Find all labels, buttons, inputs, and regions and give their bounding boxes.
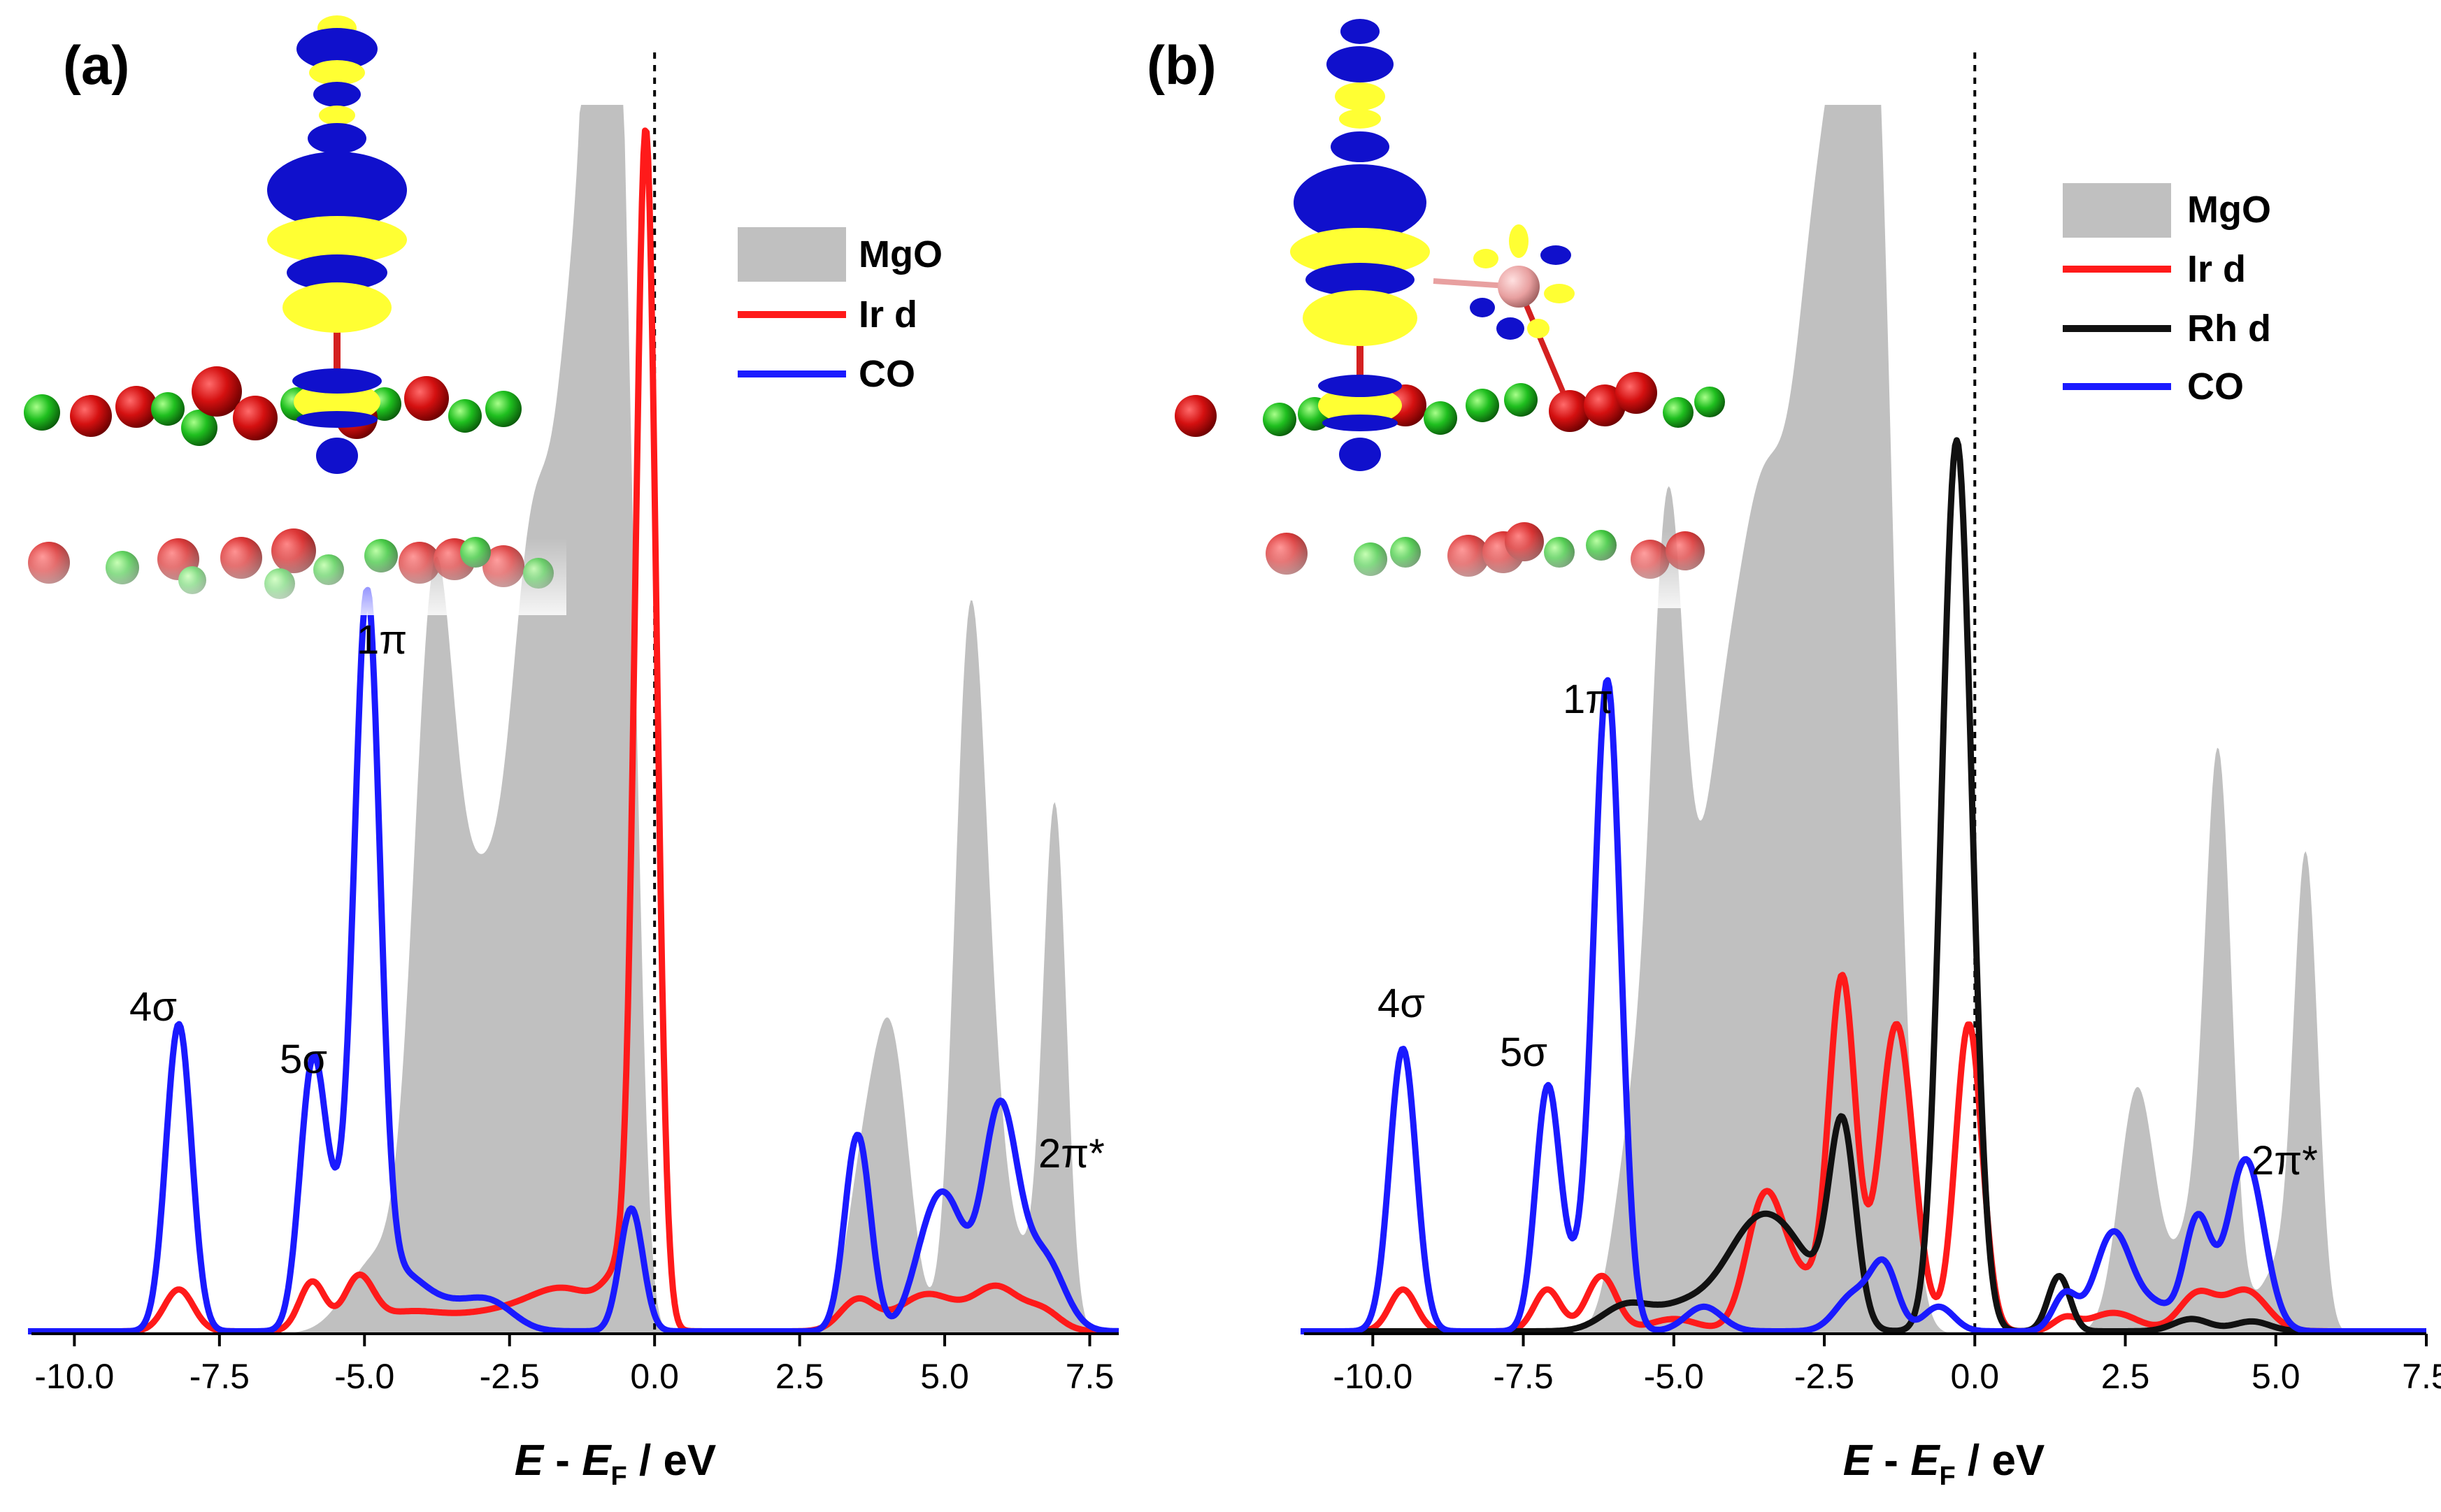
legend-label-ir-d-b: Ir d	[2187, 248, 2246, 290]
x-tick-label: 2.5	[775, 1357, 824, 1396]
annotation-2pistar-b: 2π*	[2252, 1138, 2318, 1183]
x-tick-label: 5.0	[920, 1357, 969, 1396]
annotation-1pi-b: 1π	[1563, 677, 1613, 722]
legend-swatch-mgo-b	[2063, 183, 2171, 238]
annotation-2pistar-a: 2π*	[1038, 1131, 1105, 1176]
legend-swatch-mgo-a	[738, 227, 846, 282]
x-ticks-b: -10.0 -7.5 -5.0 -2.5 0.0 2.5 5.0 7.5	[1333, 1334, 2441, 1396]
x-tick-label: -2.5	[480, 1357, 540, 1396]
legend-label-mgo-a: MgO	[859, 233, 943, 275]
legend-label-rh-d-b: Rh d	[2187, 308, 2271, 350]
x-tick-label: -10.0	[34, 1357, 114, 1396]
molecule-illustration-b	[1175, 19, 1725, 608]
ir-d-dos-line-a	[26, 127, 1121, 1334]
panel-b-plot: -10.0 -7.5 -5.0 -2.5 0.0 2.5 5.0 7.5	[1298, 52, 2441, 1396]
x-tick-label: 7.5	[1066, 1357, 1115, 1396]
x-tick-label: -5.0	[1644, 1357, 1704, 1396]
x-tick-label: -10.0	[1333, 1357, 1412, 1396]
annotation-4sigma-b: 4σ	[1377, 981, 1425, 1026]
panel-label-b: (b)	[1147, 34, 1217, 96]
mgo-dos-fill-a	[28, 105, 1119, 1334]
x-tick-label: 0.0	[1951, 1357, 2000, 1396]
annotation-5sigma-a: 5σ	[280, 1037, 327, 1082]
legend-label-co-a: CO	[859, 353, 915, 395]
legend-a: MgO Ir d CO	[738, 227, 943, 395]
mgo-dos-fill-b	[1301, 105, 2426, 1334]
x-axis-title-b: E - EF / eV	[1843, 1437, 2045, 1491]
annotation-4sigma-a: 4σ	[129, 984, 177, 1030]
legend-label-co-b: CO	[2187, 366, 2244, 408]
legend-label-ir-d-a: Ir d	[859, 294, 917, 336]
x-tick-label: -7.5	[1493, 1357, 1553, 1396]
annotation-5sigma-b: 5σ	[1500, 1030, 1547, 1075]
legend-b: MgO Ir d Rh d CO	[2063, 183, 2271, 408]
panel-a: -10.0 -7.5 -5.0 -2.5 0.0 2.5 5.0 7.5	[21, 15, 1121, 1491]
annotation-1pi-a: 1π	[357, 617, 407, 663]
x-tick-label: 7.5	[2402, 1357, 2441, 1396]
x-tick-label: -7.5	[189, 1357, 250, 1396]
co-dos-line-a	[26, 586, 1121, 1334]
panel-b: -10.0 -7.5 -5.0 -2.5 0.0 2.5 5.0 7.5	[1147, 19, 2441, 1491]
x-tick-label: 2.5	[2101, 1357, 2150, 1396]
legend-label-mgo-b: MgO	[2187, 189, 2271, 231]
molecule-illustration-a	[21, 15, 566, 615]
x-tick-label: -5.0	[334, 1357, 394, 1396]
x-tick-label: 5.0	[2252, 1357, 2300, 1396]
panel-label-a: (a)	[63, 34, 129, 96]
x-ticks-a: -10.0 -7.5 -5.0 -2.5 0.0 2.5 5.0 7.5	[34, 1334, 1114, 1396]
co-dos-line-b	[1298, 677, 2428, 1334]
x-axis-title-a: E - EF / eV	[515, 1437, 717, 1491]
x-tick-label: 0.0	[630, 1357, 679, 1396]
panel-a-plot: -10.0 -7.5 -5.0 -2.5 0.0 2.5 5.0 7.5	[26, 52, 1121, 1396]
x-tick-label: -2.5	[1794, 1357, 1854, 1396]
